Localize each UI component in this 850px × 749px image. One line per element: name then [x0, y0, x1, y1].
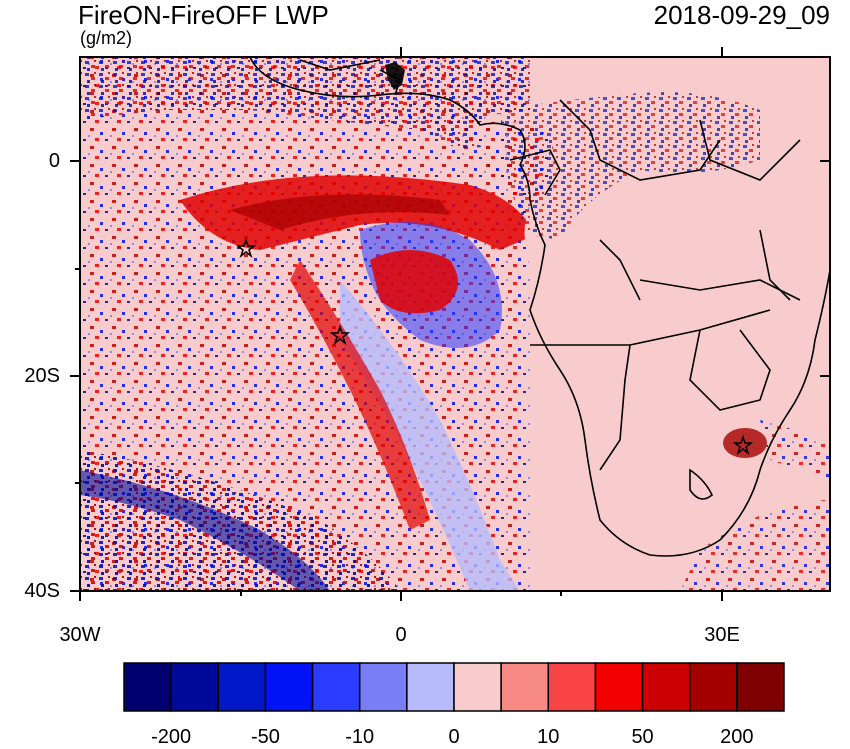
site-markers: [235, 237, 754, 456]
colorbar-swatch-4: [311, 662, 361, 712]
colorbar-swatch-6: [406, 662, 455, 712]
x-tick-label-0: 0: [395, 624, 407, 646]
map-title: FireON-FireOFF LWP: [78, 0, 329, 30]
colorbar-swatch-2: [217, 662, 267, 712]
coastlines: [249, 57, 830, 557]
colorbar-swatch-8: [500, 662, 550, 712]
colorbar-label: -200: [151, 726, 192, 748]
x-tick-label-30e: 30E: [704, 624, 740, 646]
colorbar-swatch-9: [547, 662, 597, 712]
units-label: (g/m2): [80, 28, 133, 48]
colorbar-swatch-11: [641, 662, 691, 712]
colorbar-label: 0: [448, 726, 460, 748]
colorbar-swatch-3: [264, 662, 314, 712]
map-plot: [80, 57, 830, 591]
x-tick-label-30w: 30W: [59, 624, 101, 646]
y-tick-label-0: 0: [48, 150, 60, 172]
colorbar-label: 50: [631, 726, 654, 748]
star-marker-1: [235, 237, 257, 259]
colorbar-swatch-10: [594, 662, 644, 712]
colorbar-label: 10: [537, 726, 560, 748]
colorbar-swatch-0: [123, 662, 172, 712]
tick-marks: [70, 47, 830, 601]
y-tick-label-40s: 40S: [24, 580, 60, 602]
colorbar-label: -50: [250, 726, 280, 748]
colorbar-swatch-5: [358, 662, 408, 712]
star-marker-3: [732, 434, 754, 456]
colorbar-swatch-7: [453, 662, 502, 712]
y-tick-label-20s: 20S: [24, 365, 60, 387]
star-marker-2: [329, 324, 351, 346]
colorbar-swatch-13: [736, 662, 785, 712]
colorbar: [123, 662, 785, 712]
colorbar-swatch-12: [688, 662, 738, 712]
timestamp: 2018-09-29_09: [653, 0, 830, 30]
colorbar-label: 200: [720, 726, 754, 748]
colorbar-label: -10: [345, 726, 375, 748]
colorbar-swatch-1: [170, 662, 220, 712]
plot-frame: [79, 56, 831, 592]
